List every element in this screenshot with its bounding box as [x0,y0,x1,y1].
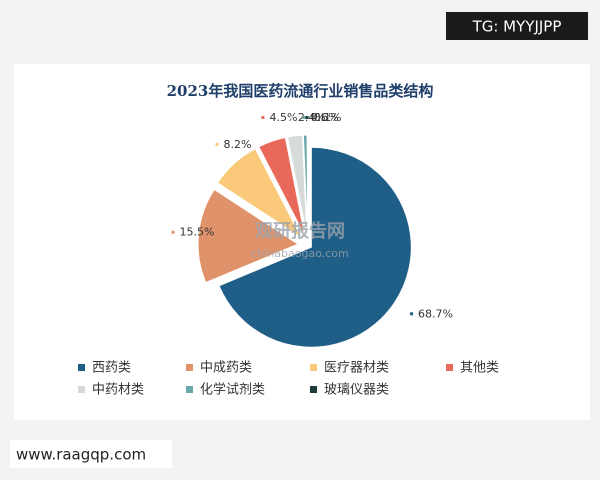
legend-swatch [446,364,453,371]
data-label: 0.1% [314,111,342,124]
legend-swatch [310,364,317,371]
data-label: 4.5% [269,111,297,124]
pie-slice [216,148,303,240]
pie-slice [306,134,309,236]
legend-label: 中成药类 [200,361,252,376]
legend-label: 西药类 [92,361,131,376]
data-label: 0.6% [311,111,339,124]
data-label: 68.7% [418,307,453,320]
label-marker [302,116,306,119]
chart-title: 2023年我国医药流通行业销售品类结构 [167,82,434,100]
label-marker [261,116,265,119]
legend-label: 化学试剂类 [200,382,265,398]
label-marker [171,230,175,234]
legend-label: 其他类 [460,361,499,376]
corner-tag-box [446,12,588,40]
legend-label: 医疗器材类 [324,361,389,376]
pie-slice [258,136,306,236]
watermark: 观研报告网 [255,220,345,242]
data-label: 2.4% [298,111,326,124]
legend-label: 玻璃仪器类 [324,383,389,398]
legend-label: 中药材类 [92,383,144,398]
pie-slice [218,146,412,348]
legend-swatch [78,364,85,371]
corner-tag: TG: MYYJJPP [472,18,562,36]
legend-swatch [186,364,193,371]
watermark: chinabaogao.com [251,247,349,260]
data-label: 8.2% [223,138,251,151]
label-marker [305,116,309,119]
legend-swatch [310,386,317,393]
legend-swatch [186,386,193,393]
chart-panel [14,64,590,420]
legend-swatch [78,386,85,393]
site-box [10,440,172,468]
label-marker [289,116,293,119]
data-label: 15.5% [180,226,215,239]
pie-slice [197,188,300,284]
label-marker [215,142,219,146]
pie: 68.7% 15.5% 8.2% 4.5% 2.4%0.6%0.1% [171,111,453,348]
pie-slice [286,134,308,236]
site-url: www.raagqp.com [16,446,146,464]
label-marker [410,312,414,316]
